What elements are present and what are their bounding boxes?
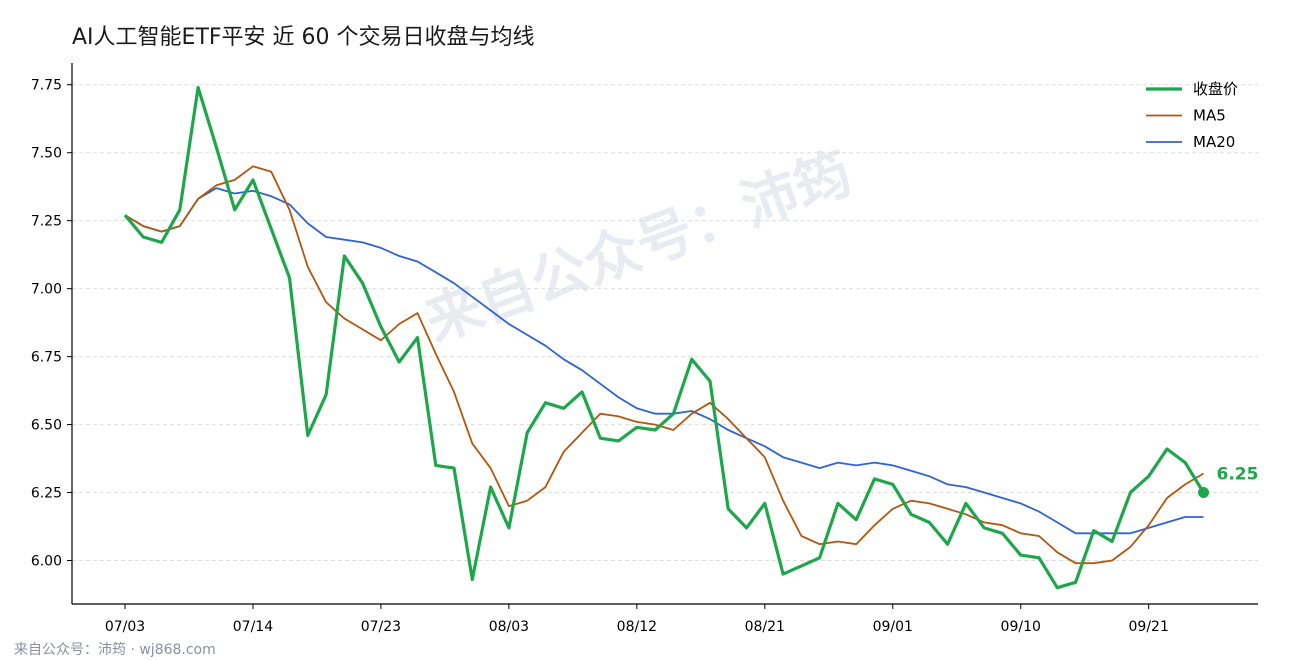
- legend-item-close-label: 收盘价: [1193, 80, 1238, 98]
- y-tick-label: 7.75: [31, 78, 62, 94]
- legend-item-ma20-label: MA20: [1193, 133, 1235, 151]
- series-lines: 6.25: [123, 85, 1259, 590]
- x-tick-label: 08/03: [489, 619, 529, 635]
- series-close-line: [123, 85, 1205, 590]
- last-point-marker: [1198, 487, 1210, 499]
- x-tick-label: 07/14: [233, 619, 273, 635]
- x-tick-label: 08/21: [745, 619, 785, 635]
- y-tick-label: 6.50: [31, 418, 62, 434]
- y-tick-label: 7.25: [31, 214, 62, 230]
- grid: [72, 84, 1258, 562]
- y-tick-label: 7.50: [31, 146, 62, 162]
- x-tick-label: 09/10: [1001, 619, 1041, 635]
- legend: 收盘价 MA5 MA20: [1146, 80, 1238, 151]
- axes: 6.00 6.25 6.50 6.75 7.00 7.25 7.50 7.75 07/03 07/…: [31, 63, 1258, 635]
- x-tick-label: 09/21: [1129, 619, 1169, 635]
- chart-title: AI人工智能ETF平安 近 60 个交易日收盘与均线: [72, 25, 535, 50]
- y-tick-label: 7.00: [31, 282, 62, 298]
- legend-item-ma5-label: MA5: [1193, 107, 1226, 125]
- x-tick-label: 07/23: [361, 619, 401, 635]
- footer-text: 来自公众号：沛筠 · wj868.com: [14, 641, 216, 658]
- x-tick-label: 08/12: [617, 619, 657, 635]
- watermark-text: 来自公众号：沛筠: [417, 140, 860, 354]
- series-ma20-line: [124, 187, 1204, 535]
- y-tick-label: 6.75: [31, 350, 62, 366]
- x-tick-label: 07/03: [105, 619, 145, 635]
- x-tick-label: 09/01: [873, 619, 913, 635]
- series-ma5-line: [124, 165, 1204, 565]
- last-value-label: 6.25: [1217, 465, 1259, 485]
- y-tick-label: 6.00: [31, 554, 62, 570]
- y-tick-label: 6.25: [31, 486, 62, 502]
